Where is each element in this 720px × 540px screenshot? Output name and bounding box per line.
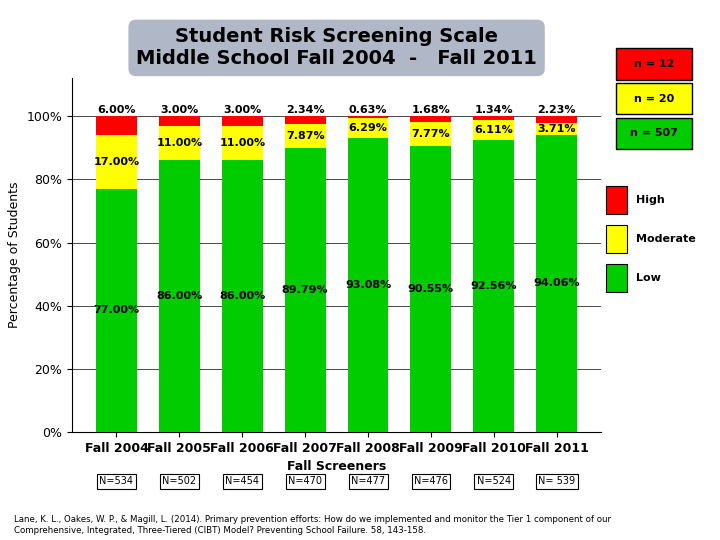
Text: 1.68%: 1.68% <box>412 105 450 114</box>
Bar <box>222 116 263 126</box>
Bar <box>536 123 577 135</box>
Text: n = 20: n = 20 <box>634 93 674 104</box>
Bar <box>473 120 514 140</box>
Bar <box>410 116 451 122</box>
Y-axis label: Percentage of Students: Percentage of Students <box>8 182 21 328</box>
Text: N=502: N=502 <box>162 476 197 486</box>
Text: 86.00%: 86.00% <box>156 291 202 301</box>
Bar <box>159 160 200 432</box>
Text: 6.29%: 6.29% <box>348 123 387 133</box>
Bar <box>159 116 200 126</box>
Bar <box>348 118 389 138</box>
Text: 11.00%: 11.00% <box>219 138 266 148</box>
Bar <box>96 116 137 135</box>
Bar <box>159 126 200 160</box>
Text: 1.34%: 1.34% <box>474 105 513 114</box>
Text: 17.00%: 17.00% <box>94 157 140 167</box>
Bar <box>96 189 137 432</box>
Bar <box>606 186 627 214</box>
Title: Student Risk Screening Scale
Middle School Fall 2004  -   Fall 2011: Student Risk Screening Scale Middle Scho… <box>136 28 537 69</box>
FancyBboxPatch shape <box>616 118 692 149</box>
X-axis label: Fall Screeners: Fall Screeners <box>287 460 386 473</box>
Bar <box>410 146 451 432</box>
Text: 86.00%: 86.00% <box>219 291 266 301</box>
Text: N=470: N=470 <box>288 476 322 486</box>
Text: Low: Low <box>636 273 660 283</box>
Text: 6.00%: 6.00% <box>97 105 136 114</box>
Text: N=454: N=454 <box>225 476 259 486</box>
Bar <box>222 126 263 160</box>
Text: 2.23%: 2.23% <box>537 105 576 114</box>
FancyBboxPatch shape <box>616 83 692 114</box>
Text: 7.77%: 7.77% <box>412 129 450 139</box>
Text: 77.00%: 77.00% <box>94 306 140 315</box>
Bar <box>96 135 137 189</box>
Text: 89.79%: 89.79% <box>282 285 328 295</box>
Text: 3.71%: 3.71% <box>537 124 576 134</box>
Bar <box>606 225 627 253</box>
Text: High: High <box>636 195 665 205</box>
Text: 3.00%: 3.00% <box>223 105 261 114</box>
Text: 11.00%: 11.00% <box>156 138 202 148</box>
Bar <box>222 160 263 432</box>
Text: 2.34%: 2.34% <box>286 105 325 114</box>
Text: 93.08%: 93.08% <box>345 280 391 290</box>
Bar <box>284 116 325 124</box>
Text: 7.87%: 7.87% <box>286 131 325 141</box>
Text: N=476: N=476 <box>414 476 448 486</box>
Text: 90.55%: 90.55% <box>408 284 454 294</box>
Bar <box>606 264 627 292</box>
Text: 94.06%: 94.06% <box>534 279 580 288</box>
Bar <box>473 140 514 432</box>
Text: N=477: N=477 <box>351 476 385 486</box>
Text: Moderate: Moderate <box>636 234 696 244</box>
Bar <box>536 135 577 432</box>
Bar <box>348 138 389 432</box>
Text: 6.11%: 6.11% <box>474 125 513 135</box>
Text: N=524: N=524 <box>477 476 511 486</box>
Text: n = 12: n = 12 <box>634 59 675 69</box>
Bar <box>536 116 577 123</box>
Bar <box>410 122 451 146</box>
Text: N=534: N=534 <box>99 476 133 486</box>
Text: 0.63%: 0.63% <box>348 105 387 114</box>
Bar <box>284 148 325 432</box>
FancyBboxPatch shape <box>616 48 692 79</box>
Text: Lane, K. L., Oakes, W. P., & Magill, L. (2014). Primary prevention efforts: How : Lane, K. L., Oakes, W. P., & Magill, L. … <box>14 515 611 535</box>
Text: N= 539: N= 539 <box>538 476 575 486</box>
Bar <box>284 124 325 149</box>
Text: 3.00%: 3.00% <box>161 105 199 114</box>
Text: 92.56%: 92.56% <box>471 281 517 291</box>
Text: n = 507: n = 507 <box>630 129 678 138</box>
Bar <box>473 116 514 120</box>
Bar <box>348 116 389 118</box>
